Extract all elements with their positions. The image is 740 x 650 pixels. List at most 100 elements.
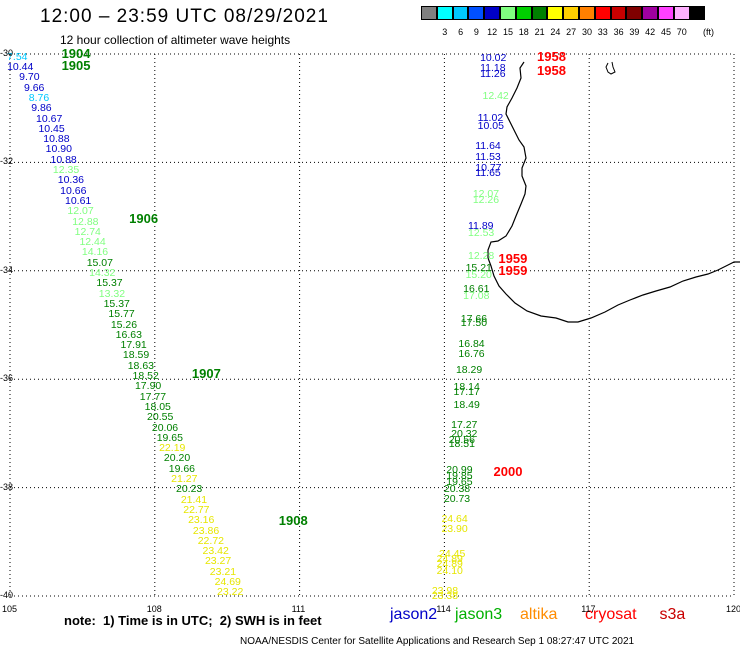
wave-height-value: 15.26 — [110, 318, 138, 331]
wave-height-value: 15.20 — [465, 269, 492, 282]
scale-label: 9 — [473, 27, 479, 37]
pass-time-marker: 1959 — [498, 262, 528, 278]
wave-height-value: 15.77 — [108, 308, 135, 321]
wave-height-value: 20.73 — [443, 493, 471, 506]
wave-height-value: 10.45 — [38, 122, 65, 135]
wave-height-value: 19.85 — [446, 470, 473, 483]
footer-credit: NOAA/NESDIS Center for Satellite Applica… — [240, 636, 635, 647]
scale-swatch — [515, 6, 532, 20]
wave-height-value: 24.89 — [436, 557, 463, 570]
wave-height-value: 22.19 — [159, 442, 186, 455]
scale-swatch — [484, 6, 500, 20]
scale-label: 12 — [487, 27, 498, 37]
wave-height-value: 10.66 — [60, 184, 87, 197]
pass-time-marker: 1905 — [61, 57, 91, 73]
wave-height-value: 10.88 — [50, 153, 77, 166]
wave-height-value: 23.16 — [188, 514, 215, 527]
scale-swatch — [547, 6, 564, 20]
lat-lon-grid — [9, 53, 735, 597]
scale-swatch — [436, 6, 453, 20]
wave-height-value: 18.52 — [132, 370, 159, 383]
wave-height-value: 18.63 — [127, 359, 154, 372]
scale-label: 30 — [581, 27, 592, 37]
scale-unit: (ft) — [703, 27, 714, 37]
wave-height-value: 16.76 — [458, 347, 485, 360]
wave-height-value: 12.74 — [74, 225, 101, 238]
note-text: note: 1) Time is in UTC; 2) SWH is in fe… — [64, 613, 322, 628]
wave-height-value: 12.53 — [468, 227, 495, 240]
wave-height-value: 17.27 — [451, 418, 478, 431]
scale-swatch — [642, 6, 658, 20]
wave-height-value: 12.28 — [468, 250, 495, 263]
longitude-tick-label: 114 — [436, 604, 451, 614]
wave-height-value: 18.14 — [453, 380, 480, 393]
wave-height-value: 16.63 — [115, 328, 142, 341]
wave-height-value: 10.88 — [43, 133, 70, 146]
wave-height-value: 15.37 — [103, 297, 130, 310]
wave-height-value: 20.56 — [448, 433, 475, 446]
wave-height-value: 11.89 — [468, 220, 494, 233]
pass-time-marker: 1908 — [278, 512, 308, 528]
scale-swatch — [689, 6, 706, 20]
wave-height-value: 12.07 — [67, 205, 94, 218]
latitude-tick-label: -38 — [0, 481, 14, 492]
scale-label: 70 — [676, 27, 687, 37]
wave-height-value: 18.51 — [448, 438, 475, 451]
wave-height-value: 17.66 — [460, 312, 488, 325]
scale-label: 27 — [566, 27, 577, 37]
longitude-tick-label: 117 — [581, 604, 596, 614]
wave-height-value: 24.89 — [436, 553, 463, 566]
scale-label: 33 — [597, 27, 608, 37]
scale-swatch — [658, 6, 674, 20]
wave-height-value: 10.67 — [36, 112, 63, 125]
wave-height-value: 11.26 — [480, 67, 506, 80]
scale-label: 3 — [442, 27, 448, 37]
wave-height-value: 19.65 — [446, 476, 473, 489]
pass-time-marker: 1958 — [537, 62, 566, 78]
wave-height-value: 12.35 — [52, 164, 80, 177]
wave-height-value: 12.44 — [79, 236, 106, 249]
wave-height-value: 17.50 — [460, 316, 488, 329]
wave-height-value: 20.38 — [443, 482, 471, 495]
wave-height-value: 9.86 — [31, 102, 52, 115]
wave-height-value: 9.66 — [23, 81, 45, 94]
wave-height-value: 24.69 — [214, 575, 241, 588]
wave-height-value: 18.49 — [453, 399, 480, 412]
scale-label: 39 — [629, 27, 640, 37]
wave-height-value: 12.07 — [472, 187, 500, 200]
wave-height-value: 24.45 — [439, 548, 466, 561]
wave-height-value: 15.21 — [465, 262, 492, 275]
wave-height-value: 20.20 — [163, 452, 191, 465]
scale-swatch — [610, 6, 627, 20]
wave-height-value: 12.26 — [472, 194, 500, 207]
wave-height-value: 23.98 — [431, 584, 459, 597]
scale-label: 15 — [502, 27, 513, 37]
legend-jason2: jason2 — [390, 606, 438, 623]
scale-label: 42 — [645, 27, 656, 37]
wave-height-value: 10.44 — [7, 61, 34, 74]
wave-height-value: 10.02 — [480, 51, 507, 64]
wave-height-value: 21.41 — [180, 493, 208, 506]
scale-swatch — [579, 6, 595, 20]
wave-height-value: 20.32 — [451, 428, 478, 441]
wave-height-value: 23.42 — [202, 545, 229, 558]
scale-swatch — [594, 6, 611, 20]
wave-height-value: 23.86 — [192, 524, 220, 537]
wave-height-value: 23.22 — [217, 586, 244, 599]
latitude-tick-label: -34 — [0, 264, 14, 275]
pass-time-marker: 2000 — [493, 463, 523, 479]
scale-label: 18 — [518, 27, 529, 37]
pass-time-marker: 1959 — [498, 250, 528, 266]
wave-height-value: 21.27 — [171, 473, 198, 485]
wave-height-value: 24.64 — [441, 512, 468, 525]
wave-height-value: 18.29 — [455, 364, 483, 377]
latitude-tick-label: -30 — [0, 48, 14, 58]
scale-swatch — [531, 6, 548, 20]
australia-coastline — [487, 61, 740, 323]
latitude-tick-label: -32 — [0, 156, 14, 167]
latitude-tick-label: -40 — [0, 590, 14, 600]
wave-height-value: 16.84 — [458, 337, 485, 350]
wave-height-value: 23.21 — [209, 565, 237, 578]
longitude-tick-label: 105 — [2, 604, 18, 614]
